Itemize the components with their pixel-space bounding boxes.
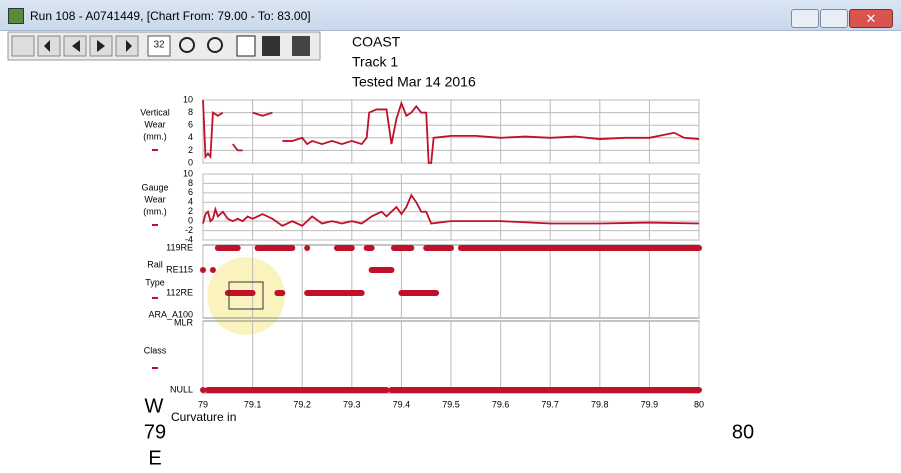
icon — [97, 40, 105, 52]
toolbar: 32 — [7, 31, 321, 61]
y-tick-label: 0 — [188, 157, 193, 167]
y-tick-label: 0 — [188, 216, 193, 226]
axis-title: (mm.) — [143, 131, 167, 141]
x-tick-label: 79.4 — [393, 399, 411, 409]
curvature-label: Curvature in — [171, 410, 236, 424]
axis-title: Gauge — [141, 182, 168, 192]
x-tick-label: 79.1 — [244, 399, 262, 409]
axis-title: Type — [145, 277, 165, 287]
axis-title: Wear — [144, 194, 165, 204]
axis-title: Wear — [144, 119, 165, 129]
series-line — [252, 111, 273, 117]
y-tick-label: 2 — [188, 206, 193, 216]
series-line — [202, 193, 700, 227]
clear-button[interactable] — [292, 36, 310, 56]
y-tick-label: 10 — [183, 94, 193, 104]
y-tick-label: 6 — [188, 120, 193, 130]
zoom-in-button[interactable] — [179, 37, 195, 53]
x-tick-label: 80 — [694, 399, 704, 409]
direction-label: W — [145, 395, 164, 417]
x-tick-label: 79.6 — [492, 399, 510, 409]
axis-title: Vertical — [140, 107, 170, 117]
minimize-button[interactable] — [791, 9, 819, 28]
selection-box — [228, 281, 264, 310]
icon — [72, 40, 80, 52]
app-icon — [8, 8, 24, 24]
x-tick-label: 79.5 — [442, 399, 460, 409]
series-line — [282, 100, 700, 164]
rail-button[interactable] — [262, 36, 280, 56]
ruler-button[interactable] — [236, 35, 256, 57]
category-label: NULL — [170, 384, 193, 394]
header-line: Track 1 — [352, 54, 398, 70]
chart-area: 32 COAST Track 1 Tested Mar 14 2016 W 79… — [7, 31, 754, 469]
x-tick-label: 79.7 — [541, 399, 559, 409]
axis-title: Rail — [147, 259, 163, 269]
toolbar-icons: 32 — [11, 35, 310, 57]
x-tick-label: 79.8 — [591, 399, 609, 409]
header-line: COAST — [352, 34, 401, 50]
y-tick-label: 8 — [188, 107, 193, 117]
zoom-out-button[interactable] — [207, 37, 223, 53]
category-label: RE115 — [166, 264, 193, 274]
icon — [126, 40, 132, 52]
start-label: 79 — [144, 421, 166, 443]
icon — [44, 40, 50, 52]
category-label: 119RE — [166, 242, 193, 252]
header-line: Tested Mar 14 2016 — [352, 74, 476, 90]
title-bar: Run 108 - A0741449, [Chart From: 79.00 -… — [0, 0, 901, 31]
x-tick-label: 79.3 — [343, 399, 361, 409]
y-tick-label: 4 — [188, 132, 193, 142]
close-button[interactable]: ✕ — [849, 9, 893, 28]
x-tick-label: 79.9 — [641, 399, 659, 409]
y-tick-label: 6 — [188, 187, 193, 197]
y-tick-label: 4 — [188, 197, 193, 207]
y-tick-label: -2 — [185, 225, 193, 235]
y-tick-label: -4 — [185, 234, 193, 244]
print-button[interactable] — [11, 35, 35, 57]
series-line — [202, 99, 224, 160]
y-tick-label: 2 — [188, 145, 193, 155]
maximize-button[interactable] — [820, 9, 848, 28]
x-tick-label: 79 — [198, 399, 208, 409]
y-tick-label: 8 — [188, 178, 193, 188]
end-label: 80 — [732, 421, 754, 443]
scale-button[interactable] — [147, 35, 171, 57]
scale-label: 32 — [153, 40, 165, 51]
x-tick-label: 79.2 — [293, 399, 311, 409]
y-tick-label: 10 — [183, 168, 193, 178]
category-label: ARA_A100 — [148, 309, 193, 319]
series-line — [232, 143, 243, 152]
direction-label: E — [148, 447, 161, 469]
category-label: 112RE — [166, 287, 193, 297]
footer: W 79 E Curvature in 80 — [144, 395, 754, 469]
window-title: Run 108 - A0741449, [Chart From: 79.00 -… — [30, 9, 311, 23]
category-label: MLR — [174, 317, 194, 327]
header: COAST Track 1 Tested Mar 14 2016 — [352, 34, 476, 90]
axis-title: Class — [144, 345, 167, 355]
axis-title: (mm.) — [143, 206, 167, 216]
